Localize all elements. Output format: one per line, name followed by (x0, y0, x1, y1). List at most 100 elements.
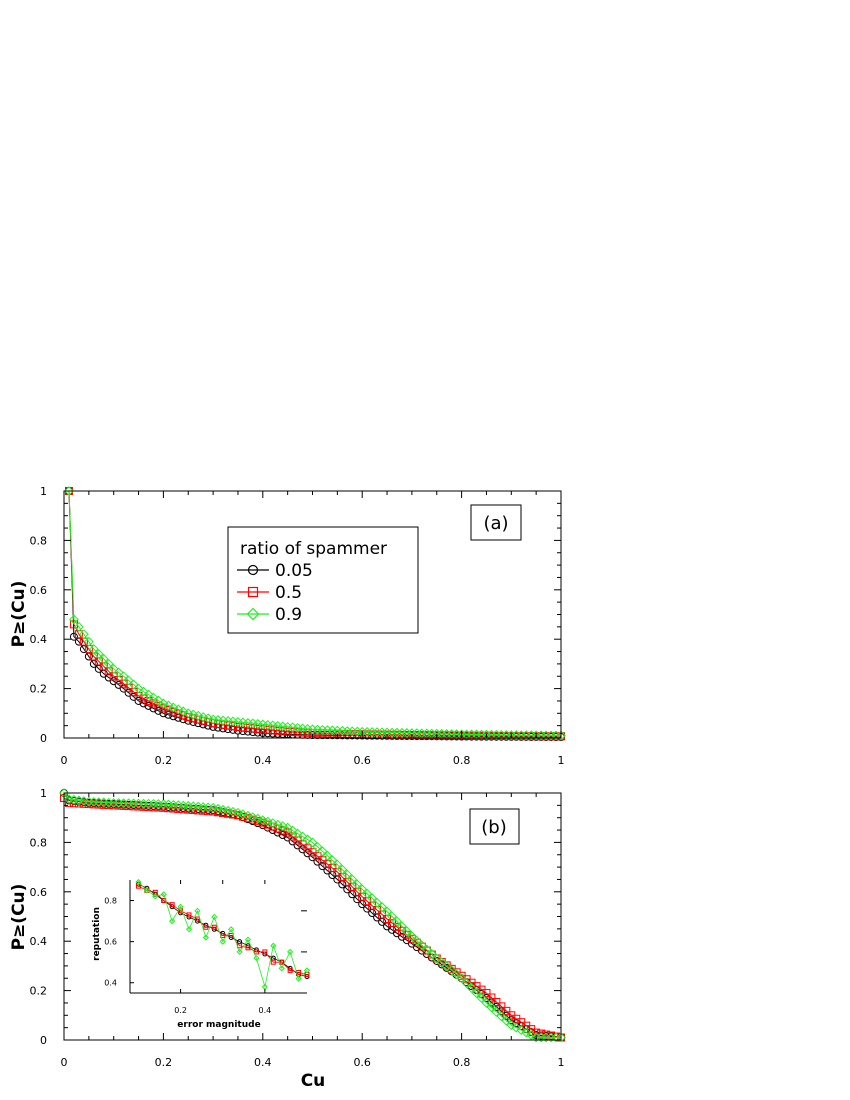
data-point (139, 699, 148, 708)
data-point (169, 712, 178, 721)
y-tick-label: 0.2 (30, 985, 48, 998)
data-point (98, 654, 109, 664)
data-point (506, 1020, 517, 1031)
data-point (492, 1002, 501, 1011)
data-point (287, 825, 298, 836)
data-point (238, 812, 247, 821)
inset-data-point (135, 878, 142, 886)
data-point (144, 701, 153, 710)
data-point (144, 696, 153, 705)
data-point (288, 728, 297, 737)
data-point (88, 644, 99, 654)
data-point (372, 897, 383, 908)
inset-data-point (287, 948, 294, 956)
y-tick-label: 0.4 (30, 935, 48, 948)
data-point (292, 828, 303, 839)
data-point (411, 935, 422, 946)
y-tick-label: 0.2 (30, 683, 48, 696)
data-point (298, 728, 307, 737)
data-point (441, 961, 452, 972)
data-point (64, 486, 74, 496)
data-point (436, 957, 447, 968)
data-point (248, 815, 257, 824)
inset-data-point (177, 903, 184, 910)
data-point (502, 1011, 511, 1020)
legend-marker-diamond (246, 607, 260, 621)
data-point (273, 726, 282, 735)
data-point (233, 807, 243, 818)
data-point (297, 831, 308, 842)
inset-data-point (278, 965, 285, 972)
x-tick-label: 0.4 (254, 754, 272, 767)
data-point (302, 834, 313, 845)
data-point (233, 811, 242, 820)
data-point (262, 816, 273, 827)
data-point (308, 853, 317, 862)
data-point (257, 815, 268, 826)
data-point (298, 845, 307, 854)
inset-data-point (143, 887, 150, 894)
data-point (313, 857, 322, 866)
data-point (446, 965, 457, 976)
data-point (397, 921, 407, 932)
data-point (521, 1027, 532, 1038)
data-point (322, 850, 333, 861)
data-point (427, 731, 436, 740)
data-point (124, 688, 133, 697)
data-point (547, 1031, 556, 1040)
data-point (134, 696, 143, 705)
data-point (139, 694, 148, 703)
data-point (487, 998, 496, 1007)
inset-data-point (228, 926, 235, 933)
inset-data-point (270, 959, 276, 965)
data-point (312, 841, 323, 852)
data-point (129, 692, 138, 701)
data-point (417, 731, 426, 740)
data-point (502, 1006, 511, 1015)
data-point (277, 821, 288, 832)
inset-data-point (236, 948, 243, 956)
panel-b: 0 0.2 0.4 0.6 0.8 1 0 0.2 0.4 0.6 0.8 1 P≥(Cu) Cu (… (9, 787, 566, 1091)
inset-marks (130, 878, 311, 993)
inset-data-point (253, 949, 259, 955)
data-point (153, 695, 164, 706)
data-point (238, 723, 247, 732)
data-point (228, 722, 237, 731)
data-point (253, 817, 262, 826)
data-point (337, 864, 348, 875)
data-point (228, 810, 237, 819)
inset-data-point (262, 949, 268, 955)
data-point (242, 810, 253, 821)
data-point (163, 700, 174, 711)
inset-data-point (169, 917, 176, 925)
data-point (272, 819, 283, 830)
data-point (486, 1002, 497, 1013)
data-point (263, 820, 272, 829)
inset-data-point (202, 934, 209, 941)
inset-data-point (245, 945, 251, 951)
data-point (128, 679, 139, 690)
data-point (377, 902, 387, 913)
data-point (224, 721, 233, 730)
inset-data-point (160, 891, 167, 898)
x-tick-label: 1 (558, 754, 565, 767)
data-point (487, 993, 496, 1002)
panel-b-marks (59, 788, 566, 1043)
legend-marker-square (247, 586, 259, 598)
data-point (219, 720, 228, 729)
data-point (482, 994, 491, 1003)
data-point (267, 818, 278, 829)
data-point (119, 684, 128, 693)
inset-axes: 0.2 0.4 0.4 0.6 0.8 (104, 880, 307, 1015)
legend-label-0: 0.05 (275, 561, 313, 581)
data-point (243, 723, 252, 732)
data-point (402, 926, 412, 937)
data-point (253, 724, 262, 733)
data-point (118, 671, 129, 682)
inset-data-point (287, 967, 293, 973)
y-tick-label: 0.8 (30, 534, 48, 547)
data-point (307, 837, 318, 848)
y-tick-label: 0.6 (30, 886, 48, 899)
data-point (357, 884, 368, 895)
data-point (278, 727, 287, 736)
